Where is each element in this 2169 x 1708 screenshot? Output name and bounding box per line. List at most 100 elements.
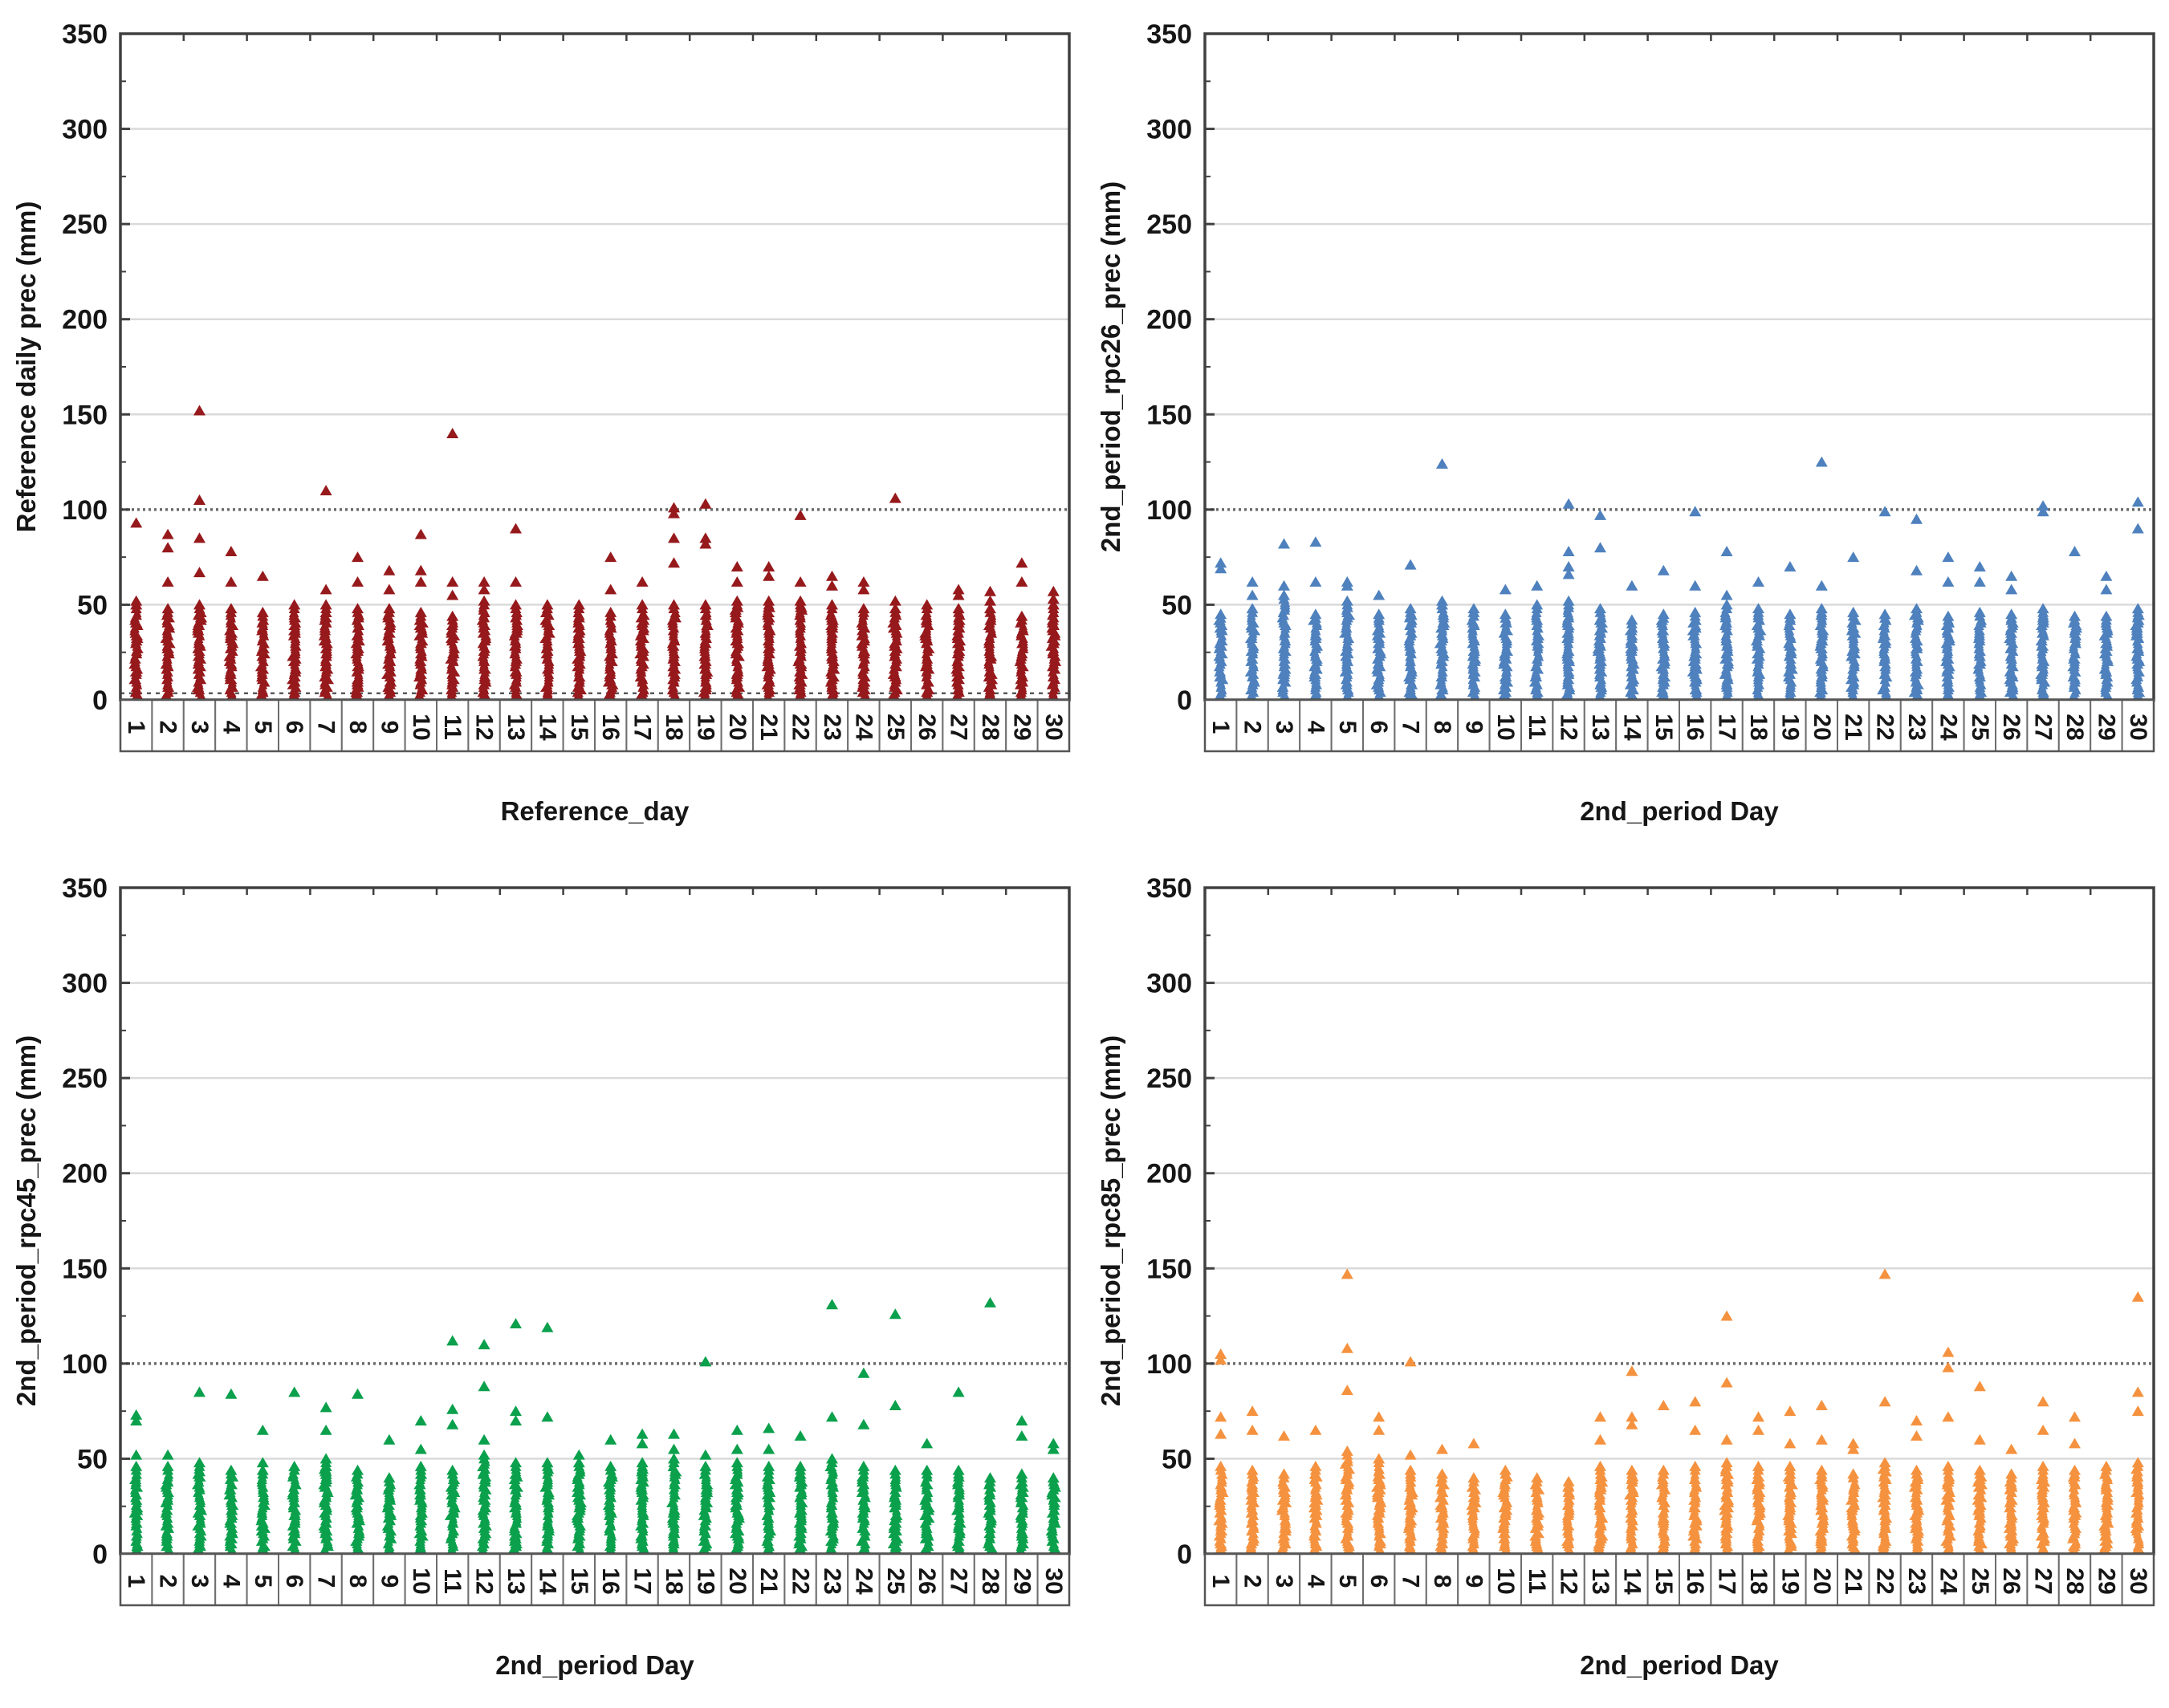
x-axis-title: 2nd_period Day [1580, 796, 1779, 826]
svg-text:7: 7 [1398, 721, 1424, 734]
svg-text:22: 22 [787, 714, 814, 740]
svg-text:12: 12 [471, 714, 498, 740]
svg-text:25: 25 [882, 1568, 909, 1594]
svg-text:8: 8 [1429, 1575, 1455, 1588]
svg-text:200: 200 [1146, 1159, 1192, 1190]
subplot-rpc45: 0 50 100 150 200 250 300 350 1 2 3 4 5 6 7 8 9 10 11 12 13 14… [0, 854, 1084, 1708]
svg-text:3: 3 [186, 721, 213, 734]
svg-text:6: 6 [281, 721, 307, 734]
svg-text:24: 24 [850, 714, 877, 741]
svg-text:250: 250 [62, 209, 108, 240]
svg-text:5: 5 [1334, 721, 1361, 734]
svg-text:300: 300 [1146, 969, 1192, 999]
svg-text:10: 10 [1492, 714, 1519, 740]
svg-text:30: 30 [1040, 1568, 1067, 1594]
svg-text:0: 0 [92, 1539, 108, 1570]
svg-text:26: 26 [1998, 1568, 2025, 1594]
svg-text:1: 1 [1207, 721, 1234, 734]
svg-text:5: 5 [250, 1575, 276, 1588]
x-axis-title: Reference_day [501, 796, 690, 826]
svg-text:20: 20 [724, 1568, 751, 1594]
svg-text:6: 6 [281, 1575, 307, 1588]
svg-text:50: 50 [1162, 590, 1192, 620]
svg-text:14: 14 [1618, 714, 1645, 741]
svg-text:14: 14 [534, 714, 560, 741]
subplot-reference: 0 50 100 150 200 250 300 350 1 2 3 4 5 6 7 8 9 10 11 12 13 14… [0, 0, 1084, 854]
svg-text:1: 1 [1207, 1575, 1234, 1588]
svg-text:7: 7 [1398, 1575, 1424, 1588]
svg-text:19: 19 [1776, 714, 1803, 740]
svg-text:9: 9 [376, 721, 402, 734]
svg-text:29: 29 [2093, 1568, 2119, 1594]
svg-text:8: 8 [344, 1575, 371, 1588]
svg-text:16: 16 [597, 1568, 624, 1594]
svg-text:15: 15 [1650, 1568, 1677, 1594]
svg-text:13: 13 [1587, 1568, 1614, 1594]
svg-text:16: 16 [597, 714, 624, 740]
svg-text:17: 17 [629, 1568, 656, 1594]
svg-text:2: 2 [155, 1575, 181, 1588]
svg-text:150: 150 [1146, 400, 1192, 430]
svg-text:150: 150 [62, 1254, 108, 1284]
svg-text:23: 23 [1903, 714, 1930, 740]
svg-text:22: 22 [787, 1568, 814, 1594]
svg-text:23: 23 [819, 714, 845, 740]
svg-text:22: 22 [1872, 1568, 1898, 1594]
y-axis-label: 2nd_period_rpc85_prec (mm) [1096, 1035, 1125, 1406]
svg-text:28: 28 [977, 1568, 1003, 1594]
svg-text:19: 19 [692, 1568, 718, 1594]
svg-text:16: 16 [1682, 1568, 1708, 1594]
svg-text:15: 15 [566, 714, 592, 740]
svg-text:12: 12 [1556, 714, 1582, 740]
svg-text:30: 30 [2125, 714, 2151, 740]
svg-text:300: 300 [62, 115, 108, 145]
svg-text:19: 19 [1776, 1568, 1803, 1594]
svg-text:25: 25 [882, 714, 909, 740]
svg-text:22: 22 [1872, 714, 1898, 740]
svg-text:250: 250 [1146, 1063, 1192, 1094]
svg-text:350: 350 [1146, 873, 1192, 904]
svg-text:13: 13 [503, 1568, 529, 1594]
svg-text:200: 200 [62, 1159, 108, 1190]
svg-text:300: 300 [1146, 115, 1192, 145]
svg-text:24: 24 [1935, 1568, 1961, 1595]
svg-text:17: 17 [629, 714, 656, 740]
svg-text:28: 28 [2061, 714, 2088, 740]
svg-text:15: 15 [566, 1568, 592, 1594]
svg-text:9: 9 [1460, 721, 1487, 734]
svg-text:20: 20 [724, 714, 751, 740]
svg-text:2: 2 [155, 721, 181, 734]
svg-text:18: 18 [661, 714, 687, 740]
svg-text:2: 2 [1239, 721, 1266, 734]
svg-text:10: 10 [1492, 1568, 1519, 1594]
svg-text:100: 100 [1146, 495, 1192, 526]
svg-text:4: 4 [1302, 1575, 1329, 1588]
svg-text:20: 20 [1809, 1568, 1835, 1594]
svg-text:20: 20 [1809, 714, 1835, 740]
svg-text:18: 18 [1745, 714, 1772, 740]
subplot-rpc85: 0 50 100 150 200 250 300 350 1 2 3 4 5 6 7 8 9 10 11 12 13 14… [1084, 854, 2169, 1708]
svg-text:4: 4 [1302, 721, 1329, 734]
svg-text:50: 50 [77, 590, 108, 620]
svg-text:26: 26 [914, 1568, 940, 1594]
svg-text:14: 14 [1618, 1568, 1645, 1595]
svg-text:27: 27 [946, 714, 972, 740]
svg-text:30: 30 [2125, 1568, 2151, 1594]
svg-text:11: 11 [1524, 714, 1550, 740]
svg-text:300: 300 [62, 969, 108, 999]
svg-text:8: 8 [344, 721, 371, 734]
svg-text:250: 250 [62, 1063, 108, 1094]
svg-text:50: 50 [77, 1444, 108, 1474]
svg-text:3: 3 [186, 1575, 213, 1588]
svg-text:9: 9 [376, 1575, 402, 1588]
svg-text:200: 200 [1146, 305, 1192, 336]
svg-text:14: 14 [534, 1568, 560, 1595]
svg-text:13: 13 [1587, 714, 1614, 740]
svg-text:7: 7 [313, 1575, 340, 1588]
svg-text:150: 150 [1146, 1254, 1192, 1284]
svg-text:17: 17 [1714, 1568, 1740, 1594]
svg-text:2: 2 [1239, 1575, 1266, 1588]
